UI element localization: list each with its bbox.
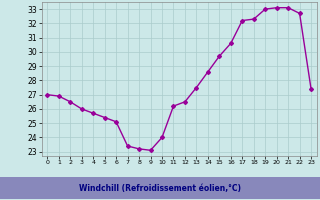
Text: Windchill (Refroidissement éolien,°C): Windchill (Refroidissement éolien,°C) [79, 184, 241, 192]
